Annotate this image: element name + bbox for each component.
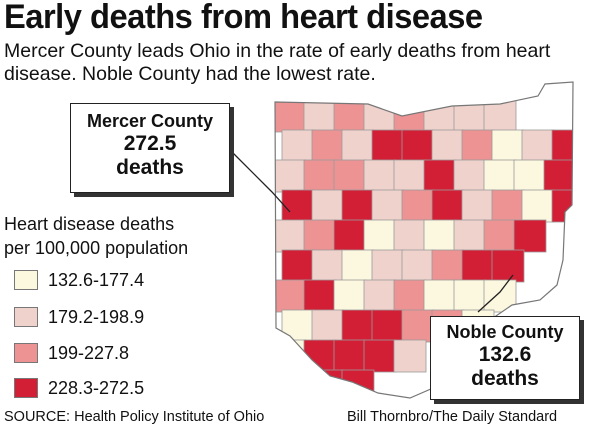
county-r3c3 bbox=[371, 189, 405, 223]
county-r8c2 bbox=[333, 339, 367, 373]
county-r4c2 bbox=[333, 219, 367, 253]
legend-title-line2: per 100,000 population bbox=[4, 238, 189, 258]
county-r3c6 bbox=[461, 189, 495, 223]
county-r3c9 bbox=[551, 189, 573, 223]
county-r2c1 bbox=[303, 159, 337, 193]
noble-callout: Noble County 132.6 deaths bbox=[430, 316, 580, 400]
mercer-callout: Mercer County 272.5 deaths bbox=[70, 103, 230, 193]
county-r2c8 bbox=[513, 159, 547, 193]
county-r1c3 bbox=[371, 129, 405, 163]
county-r6c5 bbox=[423, 279, 457, 313]
county-r5c1 bbox=[311, 249, 345, 283]
county-r0c2 bbox=[333, 99, 367, 133]
noble-callout-unit: deaths bbox=[471, 367, 539, 390]
noble-pointer-line bbox=[477, 274, 514, 313]
county-r2c4 bbox=[393, 159, 427, 193]
county-r6c3 bbox=[363, 279, 397, 313]
county-r2c0 bbox=[275, 159, 307, 193]
legend-title: Heart disease deaths per 100,000 populat… bbox=[4, 212, 188, 260]
legend-label-2: 179.2-198.9 bbox=[48, 307, 145, 327]
county-r5c7 bbox=[491, 249, 525, 283]
county-r1c4 bbox=[401, 129, 435, 163]
county-r8c3 bbox=[363, 339, 397, 373]
county-r2c5 bbox=[423, 159, 457, 193]
county-r4c7 bbox=[483, 219, 517, 253]
legend-label-3: 199-227.8 bbox=[48, 343, 130, 363]
county-r0c4 bbox=[393, 99, 427, 133]
ohio-state-outline bbox=[274, 81, 574, 399]
mercer-callout-unit: deaths bbox=[116, 156, 184, 179]
legend-title-line1: Heart disease deaths bbox=[4, 214, 175, 234]
county-r0c0 bbox=[275, 99, 307, 133]
county-r2c7 bbox=[483, 159, 517, 193]
county-r7c4 bbox=[401, 309, 435, 343]
county-r6c4 bbox=[393, 279, 427, 313]
legend-swatch-1 bbox=[14, 270, 38, 290]
legend-swatch-2 bbox=[14, 307, 38, 327]
county-r7c1 bbox=[311, 309, 345, 343]
noble-callout-value: 132.6 bbox=[478, 343, 532, 366]
county-r0c7 bbox=[483, 99, 517, 133]
county-r3c5 bbox=[431, 189, 465, 223]
county-r5c6 bbox=[461, 249, 495, 283]
county-r8c4 bbox=[393, 339, 427, 373]
county-r4c4 bbox=[393, 219, 427, 253]
county-r6c6 bbox=[453, 279, 487, 313]
county-r4c6 bbox=[453, 219, 487, 253]
county-r2c2 bbox=[333, 159, 367, 193]
county-r1c9 bbox=[551, 129, 573, 163]
county-r3c0 bbox=[281, 189, 315, 223]
county-r6c0 bbox=[275, 279, 307, 313]
county-r6c7 bbox=[483, 279, 517, 313]
county-r2c6 bbox=[453, 159, 487, 193]
county-r1c2 bbox=[341, 129, 375, 163]
county-r5c5 bbox=[431, 249, 465, 283]
county-r5c3 bbox=[371, 249, 405, 283]
county-r9c0 bbox=[281, 369, 315, 398]
county-r6c2 bbox=[333, 279, 367, 313]
county-r2c3 bbox=[363, 159, 397, 193]
county-r7c2 bbox=[341, 309, 375, 343]
source-note: SOURCE: Health Policy Institute of Ohio bbox=[4, 409, 265, 425]
county-r4c8 bbox=[513, 219, 547, 253]
county-r3c1 bbox=[311, 189, 345, 223]
county-r0c1 bbox=[303, 99, 337, 133]
noble-callout-name: Noble County bbox=[446, 322, 564, 342]
county-r5c0 bbox=[281, 249, 315, 283]
county-r6c1 bbox=[303, 279, 337, 313]
legend-label-4: 228.3-272.5 bbox=[48, 378, 145, 398]
county-r3c2 bbox=[341, 189, 375, 223]
mercer-callout-value: 272.5 bbox=[123, 132, 177, 155]
county-r4c1 bbox=[303, 219, 337, 253]
legend-swatch-4 bbox=[14, 378, 38, 398]
legend-swatch-3 bbox=[14, 343, 38, 363]
photo-credit: Bill Thornbro/The Daily Standard bbox=[347, 409, 558, 425]
county-r3c8 bbox=[521, 189, 555, 223]
county-r1c0 bbox=[281, 129, 315, 163]
county-r5c2 bbox=[341, 249, 375, 283]
county-r1c5 bbox=[431, 129, 465, 163]
county-r2c9 bbox=[543, 159, 573, 193]
county-r4c5 bbox=[423, 219, 457, 253]
county-r8c0 bbox=[275, 339, 307, 373]
county-r3c7 bbox=[491, 189, 525, 223]
county-r1c1 bbox=[311, 129, 345, 163]
map-subtitle: Mercer County leads Ohio in the rate of … bbox=[4, 40, 551, 85]
county-r9c2 bbox=[341, 369, 375, 398]
map-title: Early deaths from heart disease bbox=[4, 0, 483, 36]
mercer-pointer-line bbox=[231, 151, 291, 213]
county-r3c4 bbox=[401, 189, 435, 223]
mercer-callout-name: Mercer County bbox=[86, 111, 214, 131]
county-r4c0 bbox=[275, 219, 307, 253]
county-r1c8 bbox=[521, 129, 555, 163]
county-r5c4 bbox=[401, 249, 435, 283]
county-r1c6 bbox=[461, 129, 495, 163]
county-r7c3 bbox=[371, 309, 405, 343]
county-r1c7 bbox=[491, 129, 525, 163]
county-r7c0 bbox=[281, 309, 315, 343]
county-r0c5 bbox=[423, 99, 457, 133]
legend-label-1: 132.6-177.4 bbox=[48, 270, 145, 290]
county-r4c3 bbox=[363, 219, 397, 253]
